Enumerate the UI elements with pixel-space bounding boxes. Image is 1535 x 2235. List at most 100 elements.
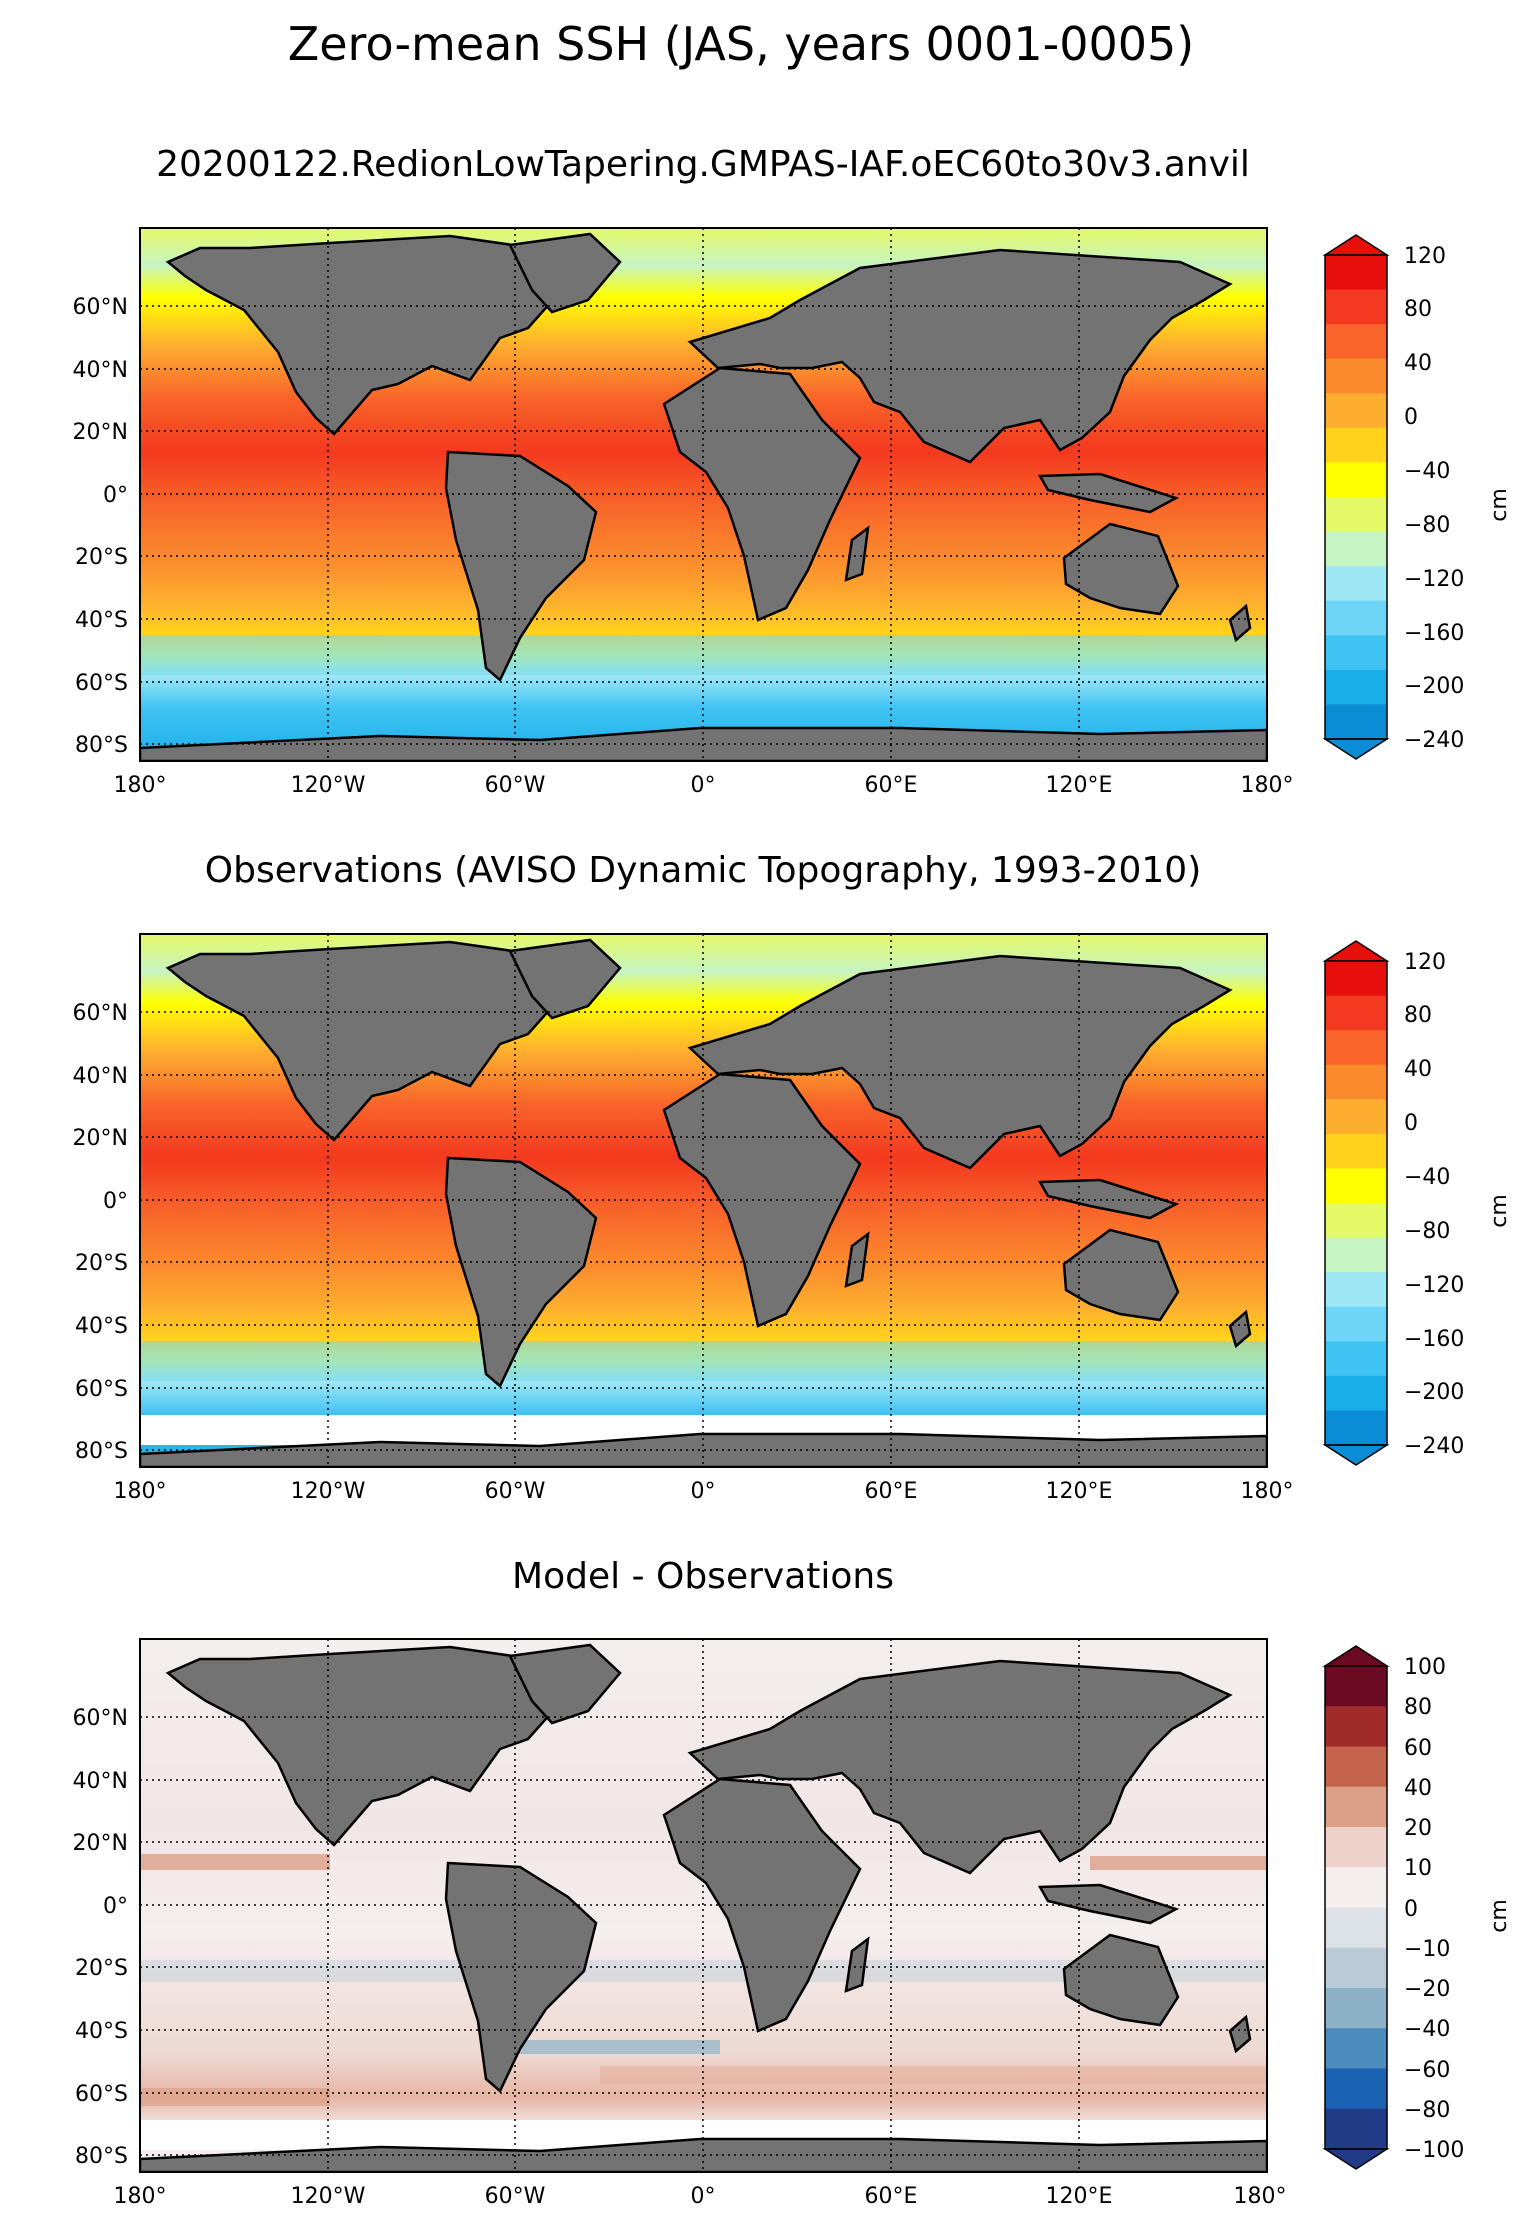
colorbar-swatch [1325,669,1387,705]
colorbar-swatches [1322,1645,1390,2170]
colorbar-swatch [1325,704,1387,740]
colorbar-swatch [1325,393,1387,429]
x-tick-label: 0° [691,1479,716,1504]
y-tick-label: 80°S [75,733,128,758]
y-tick-label: 20°S [75,1251,128,1276]
colorbar-swatch [1325,427,1387,463]
gridlines [140,934,1267,1467]
colorbar-swatch [1325,1867,1387,1908]
colorbar-label: cm [1487,1899,1512,1933]
colorbar-swatch [1325,1237,1387,1273]
colorbar-tick-label: −160 [1404,1327,1464,1352]
anomaly-band [1090,1856,1267,1870]
gridlines [140,228,1267,761]
colorbar-tick-label: 0 [1404,1897,1418,1922]
colorbar-tick-label: 40 [1404,1776,1432,1801]
y-tick-label: 40°N [73,1769,128,1794]
y-tick-label: 60°N [73,1706,128,1731]
colorbar-swatch [1325,1666,1387,1707]
colorbar-tick-label: −100 [1404,2138,1464,2163]
colorbar-tick-label: −80 [1404,513,1450,538]
x-tick-label: 120°E [1046,773,1113,798]
x-tick-label: 60°W [485,1479,546,1504]
x-tick-label: 60°E [865,1479,918,1504]
colorbar-ticks: 120 80 40 0 −40 −80 −120 −160 −200 −240 [1404,950,1464,1459]
colorbar-label: cm [1487,1194,1512,1228]
colorbar-tick-label: −40 [1404,459,1450,484]
colorbar-swatch [1325,2108,1387,2150]
y-tick-label: 0° [103,483,128,508]
colorbar-tick-label: −240 [1404,1434,1464,1459]
colorbar-frame [1324,1665,1388,2150]
colorbar-swatch [1325,1306,1387,1342]
colorbar-tick-label: −10 [1404,1937,1450,1962]
y-tick-label: 20°S [75,545,128,570]
colorbar-tick-label: 80 [1404,1003,1432,1028]
y-tick-label: 0° [103,1189,128,1214]
x-tick-label: 180° [114,2184,167,2209]
colorbar-extend-max [1322,1645,1390,1667]
x-tick-label: 180° [1241,1479,1294,1504]
colorbar-ticks: 120 80 40 0 −40 −80 −120 −160 −200 −240 [1404,244,1464,753]
y-tick-label: 40°S [75,1314,128,1339]
colorbar-swatch [1325,358,1387,394]
y-tick-label: 60°S [75,2082,128,2107]
x-tick-label: 180° [114,1479,167,1504]
y-tick-label: 60°S [75,1377,128,1402]
x-tick-label: 0° [691,2184,716,2209]
colorbar-swatch [1325,1706,1387,1747]
colorbar-swatch [1325,289,1387,325]
colorbar-tick-label: 0 [1404,1111,1418,1136]
colorbar-tick-label: 80 [1404,1695,1432,1720]
anomaly-band [500,2040,720,2054]
anomaly-band [600,2066,1267,2084]
colorbar-tick-label: −200 [1404,1380,1464,1405]
map-frame [139,1638,1268,2173]
colorbar-swatch [1325,531,1387,567]
colorbar-swatch [1325,1746,1387,1788]
x-tick-label: 60°W [485,773,546,798]
panel-observations: Observations (AVISO Dynamic Topography, … [73,850,1512,1504]
colorbar-frame [1324,254,1388,740]
colorbar-swatch [1325,255,1387,291]
x-tick-label: 60°E [865,2184,918,2209]
colorbar-extend-min [1322,738,1390,760]
y-tick-label: 40°N [73,1064,128,1089]
colorbar-extend-max [1322,940,1390,962]
figure-suptitle: Zero-mean SSH (JAS, years 0001-0005) [288,17,1195,71]
colorbar-swatches [1322,234,1390,760]
x-tick-label: 60°E [865,773,918,798]
colorbar-swatch [1325,1827,1387,1868]
x-tick-label: 180° [114,773,167,798]
panel-title: Observations (AVISO Dynamic Topography, … [205,850,1202,891]
y-tick-label: 20°N [73,1831,128,1856]
colorbar: 120 80 40 0 −40 −80 −120 −160 −200 −240 … [1322,234,1512,760]
y-tick-label: 40°S [75,2019,128,2044]
colorbar-tick-label: −120 [1404,567,1464,592]
colorbar-swatch [1325,1133,1387,1169]
colorbar-swatch [1325,1786,1387,1828]
panel-title: Model - Observations [512,1556,894,1597]
gridlines [140,1639,1267,2172]
colorbar-swatch [1325,1203,1387,1239]
colorbar-swatch [1325,600,1387,636]
colorbar-tick-label: −40 [1404,2017,1450,2042]
panel-difference: Model - Observations 180° 12 [73,1556,1512,2209]
colorbar-tick-label: 60 [1404,1736,1432,1761]
colorbar-tick-label: 40 [1404,351,1432,376]
colorbar-tick-label: 0 [1404,405,1418,430]
colorbar-swatch [1325,1064,1387,1100]
colorbar-swatches [1322,940,1390,1466]
colorbar-frame [1324,960,1388,1446]
colorbar-swatch [1325,1410,1387,1446]
colorbar-swatch [1325,1947,1387,1989]
colorbar-tick-label: 120 [1404,244,1446,269]
y-tick-label: 60°N [73,295,128,320]
x-tick-label: 0° [691,773,716,798]
colorbar-extend-max [1322,234,1390,256]
colorbar-tick-label: 10 [1404,1856,1432,1881]
colorbar-swatch [1325,1375,1387,1411]
colorbar-swatch [1325,635,1387,671]
colorbar-swatch [1325,1341,1387,1377]
